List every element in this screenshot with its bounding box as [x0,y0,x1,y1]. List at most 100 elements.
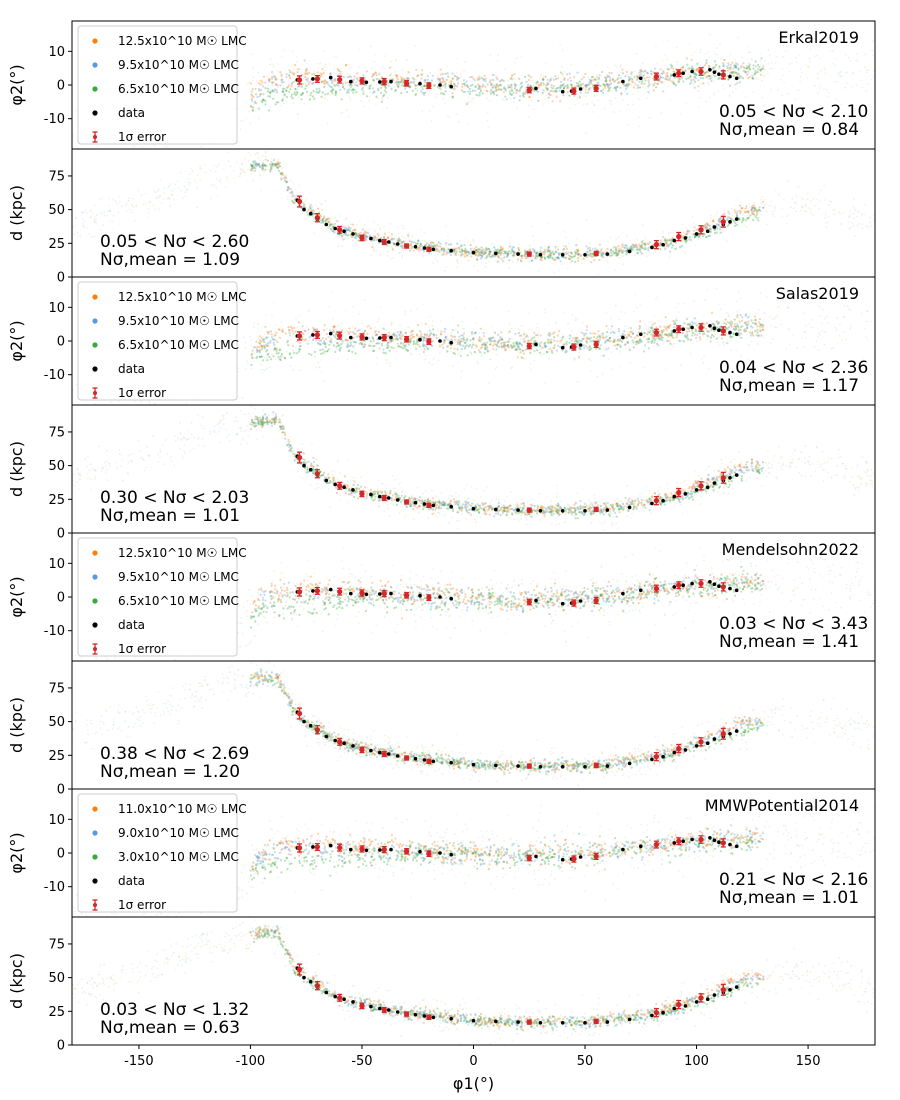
model-halo-point [816,198,818,201]
model-core-point [271,77,274,80]
model-core-point [444,90,447,93]
model-core-point [709,230,713,233]
model-core-point [348,327,351,330]
model-core-point [595,248,599,252]
model-core-point [485,256,488,260]
model-halo-point [646,248,649,251]
model-core-point [481,92,484,95]
model-halo-point [291,342,294,345]
model-halo-point [391,77,393,80]
model-halo-point [807,65,809,68]
model-core-point [528,95,531,99]
model-core-point [569,76,572,79]
model-core-point [570,83,573,86]
model-core-point [432,241,435,244]
model-halo-point [657,249,660,252]
model-core-point [267,87,270,90]
model-halo-point [387,251,390,254]
model-halo-point [408,237,410,240]
model-core-point [635,78,639,81]
model-core-point [508,86,511,89]
model-halo-point [290,97,293,99]
model-halo-point [641,224,644,227]
model-halo-point [398,251,401,254]
model-core-point [524,91,528,94]
model-halo-point [706,75,709,78]
model-core-point [573,255,577,258]
model-core-point [252,160,255,163]
model-core-point [249,82,252,85]
model-halo-point [280,179,283,182]
model-core-point [322,219,325,222]
legend-label: data [118,106,145,120]
model-halo-point [452,317,454,319]
model-core-point [705,76,708,79]
model-core-point [456,242,459,245]
model-core-point [601,255,605,259]
model-core-point [374,71,377,74]
model-core-point [499,249,502,252]
model-halo-point [381,98,384,101]
model-core-point [310,91,313,95]
model-core-point [405,90,408,94]
model-core-point [484,251,487,254]
model-core-point [685,240,688,243]
data-point [386,240,391,244]
error-point [676,70,682,76]
model-halo-point [589,252,591,255]
model-core-point [577,84,580,87]
model-core-point [304,329,307,332]
model-halo-point [655,345,658,348]
model-halo-point [679,113,682,116]
model-core-point [582,82,585,85]
model-halo-point [717,90,719,92]
error-point [676,233,682,240]
model-core-point [400,78,403,81]
model-core-point [465,249,468,252]
model-core-point [378,347,381,350]
model-core-point [414,87,417,90]
model-core-point [354,327,357,330]
model-halo-point [419,241,422,244]
model-halo-point [250,53,253,55]
model-halo-point [205,171,207,174]
model-halo-point [335,220,338,223]
model-halo-point [699,61,701,63]
model-halo-point [144,192,147,195]
model-halo-point [634,74,637,77]
model-halo-point [774,62,777,65]
model-halo-point [258,161,260,164]
model-halo-point [106,210,109,213]
model-core-point [580,83,583,86]
model-halo-point [312,88,315,91]
model-halo-point [852,71,855,74]
model-halo-point [853,198,855,200]
model-halo-point [861,223,863,226]
model-core-point [587,253,590,256]
model-core-point [503,250,506,253]
model-core-point [758,208,761,211]
model-halo-point [692,82,695,85]
model-core-point [665,76,668,79]
model-halo-point [242,170,245,173]
model-core-point [392,242,396,245]
model-core-point [669,242,672,245]
model-core-point [328,85,331,88]
model-core-point [366,236,369,239]
model-core-point [407,71,410,74]
model-core-point [742,217,745,220]
model-core-point [536,255,539,258]
model-core-point [611,79,614,82]
model-core-point [753,210,756,213]
model-halo-point [375,103,377,106]
model-core-point [598,258,601,261]
model-halo-point [520,56,523,59]
model-halo-point [252,80,254,82]
model-halo-point [355,244,357,247]
model-core-point [324,93,327,96]
model-core-point [350,89,353,92]
model-core-point [452,249,456,252]
model-halo-point [239,167,242,170]
model-core-point [615,252,619,255]
model-halo-point [824,213,827,216]
